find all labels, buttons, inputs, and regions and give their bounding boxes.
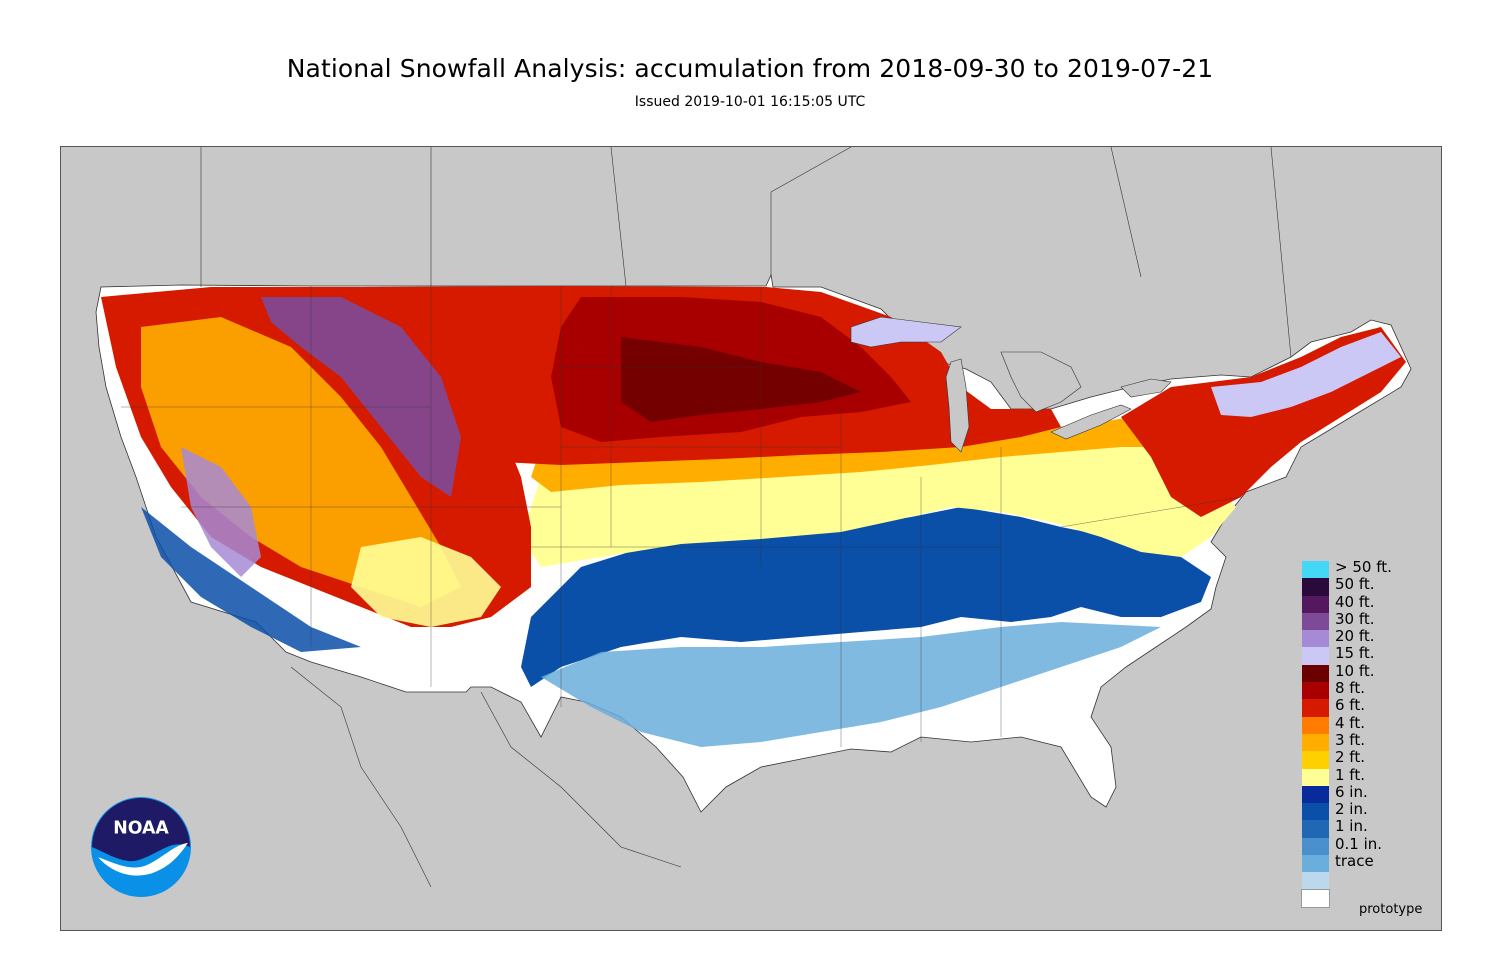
lake-michigan: [945, 358, 970, 453]
legend-swatch: [1302, 664, 1329, 683]
legend-swatch: [1302, 612, 1329, 631]
legend-label: 10 ft.: [1335, 661, 1375, 680]
snow-zone-southwest-yellow: [351, 537, 501, 627]
legend-label: 0.1 in.: [1335, 834, 1383, 853]
legend-swatch: [1302, 803, 1329, 821]
issued-timestamp: Issued 2019-10-01 16:15:05 UTC: [634, 94, 866, 110]
map-title: National Snowfall Analysis: accumulation…: [286, 54, 1214, 83]
legend-label: 1 ft.: [1335, 765, 1365, 784]
legend-label: 4 ft.: [1335, 713, 1365, 732]
legend-swatch: [1302, 837, 1329, 856]
legend-swatch: [1302, 647, 1329, 665]
legend-swatch: [1302, 682, 1329, 700]
state-boundaries: [121, 286, 1242, 747]
legend-swatch: [1302, 561, 1329, 579]
lake-superior: [850, 316, 962, 348]
legend-label: 20 ft.: [1335, 627, 1375, 646]
snow-zone-southwest-blue: [141, 507, 361, 652]
legend-label: 8 ft.: [1335, 679, 1365, 698]
legend-swatch: [1302, 716, 1329, 734]
snow-zone-light-blue: [541, 622, 1161, 747]
legend-swatch: [1302, 785, 1329, 804]
legend-swatch: [1302, 595, 1329, 613]
legend-swatch: [1302, 751, 1329, 769]
legend-label: 1 in.: [1335, 817, 1368, 836]
legend-label: trace: [1335, 852, 1374, 871]
legend-label: 2 in.: [1335, 800, 1368, 819]
map-canvas: [95, 147, 1412, 888]
snowfall-map: [60, 146, 1442, 931]
lake-ontario: [1120, 378, 1172, 398]
legend-swatch: [1302, 820, 1329, 838]
legend-swatch: [1302, 630, 1329, 648]
legend-swatch: [1302, 578, 1329, 596]
legend-label: 40 ft.: [1335, 592, 1375, 611]
prototype-watermark: prototype: [1359, 902, 1423, 917]
legend-label: 50 ft.: [1335, 575, 1375, 594]
legend-label: 30 ft.: [1335, 609, 1375, 628]
legend-swatch: [1302, 768, 1329, 786]
snow-zone-west-orange: [141, 317, 461, 607]
snow-zone-yellow: [521, 429, 1236, 567]
legend-label: 6 in.: [1335, 782, 1368, 801]
legend-swatch: [1301, 888, 1330, 908]
lake-huron: [1000, 351, 1082, 413]
noaa-logo-text: NOAA: [113, 819, 169, 839]
legend-label: 6 ft.: [1335, 696, 1365, 715]
snow-zone-darkest-red: [621, 337, 861, 422]
snow-zone-northeast-lavender: [1211, 332, 1401, 417]
legend-swatch: [1302, 855, 1329, 873]
country-boundaries: [200, 147, 1292, 888]
legend-label: 2 ft.: [1335, 748, 1365, 767]
legend-label: 15 ft.: [1335, 644, 1375, 663]
legend-swatch: [1302, 699, 1329, 717]
legend-swatch: [1302, 872, 1329, 890]
snow-zone-blue: [521, 507, 1211, 687]
legend-label: 3 ft.: [1335, 730, 1365, 749]
noaa-logo-icon: NOAA: [91, 797, 191, 897]
snow-zone-west-lavender: [181, 447, 261, 577]
legend-swatch: [1302, 733, 1329, 752]
lake-erie: [1050, 404, 1132, 440]
legend-label: > 50 ft.: [1335, 558, 1392, 576]
